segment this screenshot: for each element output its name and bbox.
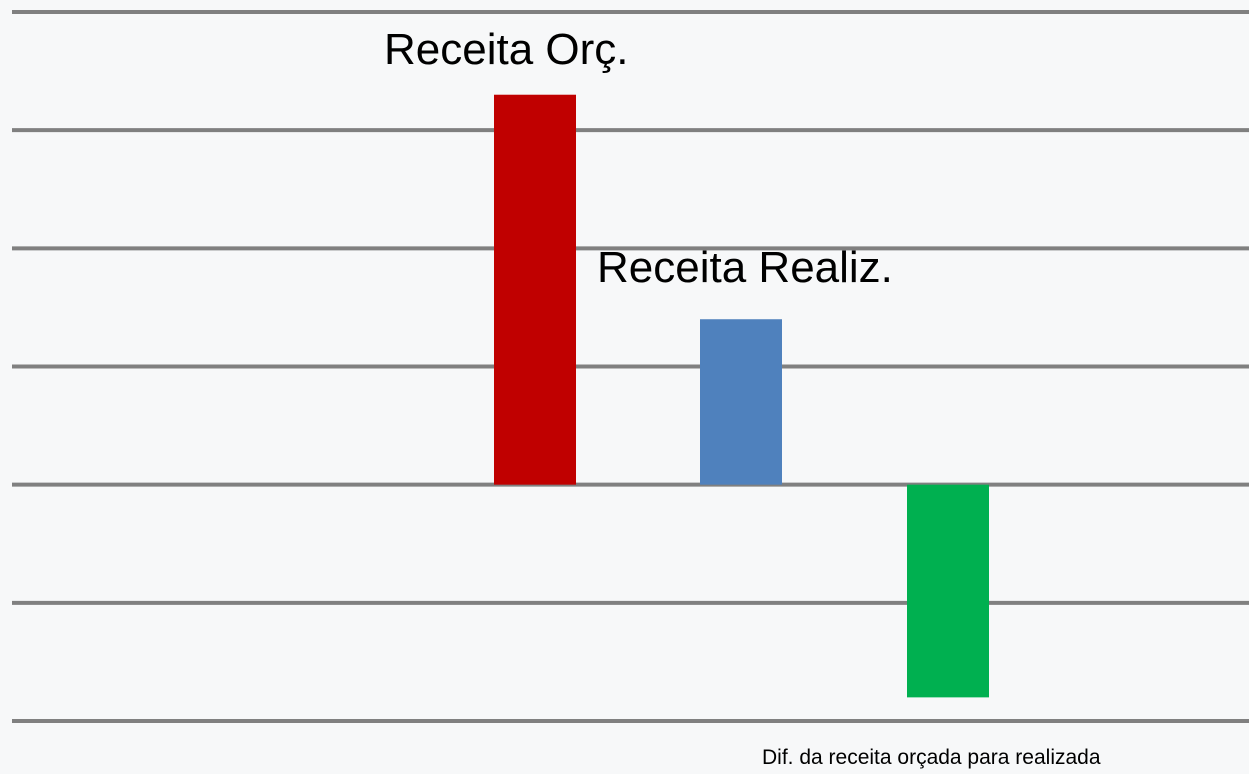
bar-receita-realiz — [700, 319, 782, 485]
bars — [494, 94, 989, 698]
bar-label-receita-orc: Receita Orç. — [384, 25, 629, 74]
gridlines — [12, 10, 1249, 723]
bar-diferenca — [907, 484, 989, 698]
bar-receita-orc — [494, 94, 576, 485]
bar-label-receita-realiz: Receita Realiz. — [597, 243, 893, 292]
data-labels: Receita Orç. Receita Realiz. Dif. da rec… — [384, 25, 1101, 769]
bar-label-diferenca: Dif. da receita orçada para realizada — [762, 746, 1101, 769]
